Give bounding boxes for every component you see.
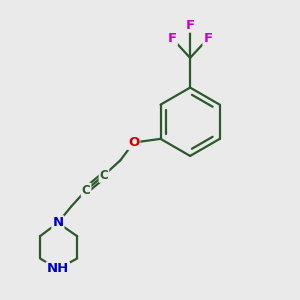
Text: F: F [186, 19, 195, 32]
Text: C: C [82, 184, 91, 196]
Text: C: C [100, 169, 108, 182]
Text: NH: NH [47, 262, 69, 275]
Text: O: O [128, 136, 139, 149]
Text: F: F [203, 32, 212, 45]
Text: N: N [52, 216, 63, 229]
Text: F: F [168, 32, 177, 45]
